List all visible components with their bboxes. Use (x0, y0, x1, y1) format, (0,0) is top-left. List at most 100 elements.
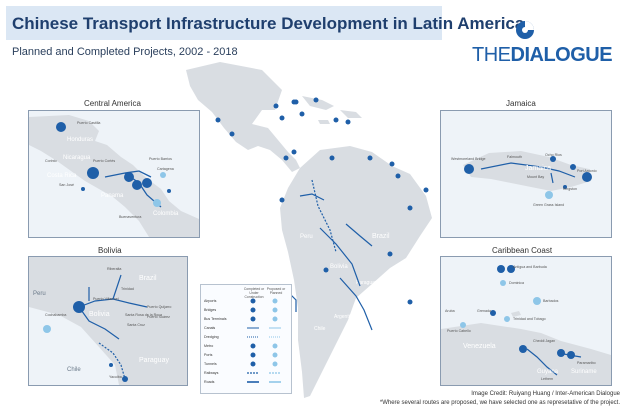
label-santa-cruz: Santa Cruz (127, 323, 145, 327)
planned-port-icon[interactable] (460, 322, 466, 328)
port-icon[interactable] (464, 164, 474, 174)
marker-port-icon[interactable] (291, 99, 297, 105)
label-antigua: Antigua and Barbuda (513, 265, 547, 269)
marker-port-icon[interactable] (279, 115, 285, 121)
legend-row-airports: Airports (204, 299, 217, 303)
port-icon[interactable] (56, 122, 66, 132)
label-brazil: Brazil (372, 233, 390, 240)
label-falmouth: Falmouth (507, 155, 522, 159)
marker-airport-icon[interactable] (229, 131, 235, 137)
label-barbados: Barbados (543, 299, 559, 303)
planned-bridge-icon[interactable] (160, 172, 166, 178)
inset-title-jamaica: Jamaica (506, 99, 536, 108)
port-icon[interactable] (567, 351, 575, 359)
legend-row-roads: Roads (204, 380, 215, 384)
label-paraguay: Paraguay (139, 357, 169, 364)
port-icon[interactable] (124, 172, 134, 182)
label-grenada: Grenada (477, 309, 491, 313)
label-paraguay: Paraguay (356, 280, 378, 286)
marker-port-icon[interactable] (299, 111, 305, 117)
airport-icon[interactable] (73, 301, 85, 313)
label-uruguay: Uruguay (372, 300, 391, 306)
port-icon[interactable] (497, 265, 505, 273)
label-trinidad: Trinidad (121, 287, 134, 291)
port-icon[interactable] (557, 349, 565, 357)
legend-row-canals: Canals (204, 326, 216, 330)
label-puerto-barrios: Puerto Barrios (149, 157, 172, 161)
label-chile: Chile (67, 367, 81, 373)
planned-port-icon[interactable] (43, 325, 51, 333)
label-brazil: Brazil (139, 275, 157, 282)
page-subtitle: Planned and Completed Projects, 2002 - 2… (12, 46, 238, 58)
planned-port-icon[interactable] (533, 297, 541, 305)
port-icon[interactable] (582, 172, 592, 182)
label-lethem: Lethem (541, 377, 553, 381)
label-jamaica: Jamaica (525, 165, 552, 172)
marker-port-icon[interactable] (273, 103, 279, 109)
label-green-grass-island: Green Grass Island (533, 203, 565, 207)
label-aruba: Aruba (445, 309, 455, 313)
label-mount-bay: Mount Bay (527, 175, 545, 179)
label-peru: Peru (33, 291, 46, 297)
marker-port-icon[interactable] (333, 117, 339, 123)
label-puerto-quijarro: Puerto Quijarro (147, 305, 172, 309)
marker-port-icon[interactable] (291, 149, 297, 155)
port-icon[interactable] (507, 265, 515, 273)
bridge-icon[interactable] (550, 156, 556, 162)
marker-port-icon[interactable] (313, 97, 319, 103)
legend-row-dredging: Dredging (204, 335, 219, 339)
marker-port-icon[interactable] (323, 267, 329, 273)
label-peru: Peru (300, 234, 313, 240)
label-paramaribo: Paramaribo (577, 361, 596, 365)
marker-port-icon[interactable] (329, 155, 335, 161)
marker-port-icon[interactable] (407, 205, 413, 211)
port-icon[interactable] (519, 345, 527, 353)
bridge-icon[interactable] (570, 164, 576, 170)
page-title: Chinese Transport Infrastructure Develop… (12, 14, 525, 33)
map-legend: Completed or Under Construction Proposed… (200, 284, 292, 394)
port-icon[interactable] (142, 178, 152, 188)
port-icon[interactable] (132, 180, 142, 190)
label-puerto-cortes: Puerto Cortés (93, 159, 116, 163)
footnote: *Where several routes are proposed, we h… (379, 400, 620, 406)
marker-port-icon[interactable] (423, 187, 429, 193)
label-colombia: Colombia (153, 211, 179, 217)
label-yacuiba: Yacuiba (109, 375, 122, 379)
label-santa-rosa: Santa Rosa de la Roca (125, 313, 162, 317)
legend-row-railways: Railways (204, 371, 219, 375)
label-ocho-rios: Ocho Rios (545, 153, 562, 157)
marker-airport-icon[interactable] (215, 117, 221, 123)
marker-port-icon[interactable] (283, 155, 289, 161)
marker-port-icon[interactable] (367, 155, 373, 161)
inset-bolivia: Peru Brazil Bolivia Paraguay Chile Riber… (28, 256, 188, 386)
label-westmoreland-bridge: Westmoreland Bridge (451, 157, 486, 161)
inset-jamaica: Jamaica Westmoreland Bridge Ocho Rios Po… (440, 110, 612, 238)
planned-port-icon[interactable] (504, 316, 510, 322)
planned-port-icon[interactable] (500, 280, 506, 286)
bus-terminal-icon[interactable] (87, 167, 99, 179)
label-san-jose: San José (59, 183, 74, 187)
label-chile: Chile (314, 326, 326, 332)
airport-icon[interactable] (490, 310, 496, 316)
label-cheddi-jagan: Cheddi Jagan (533, 339, 556, 343)
planned-port-icon[interactable] (545, 191, 553, 199)
label-nicaragua: Nicaragua (63, 155, 91, 161)
label-puerto-villarroel: Puerto Villarroel (93, 297, 119, 301)
image-credit: Image Credit: Ruiyang Huang / Inter-Amer… (471, 391, 620, 397)
marker-port-icon[interactable] (407, 299, 413, 305)
label-trinidad-and-tobago: Trinidad and Tobago (513, 317, 546, 321)
planned-port-icon[interactable] (153, 199, 161, 207)
label-costa-rica: Costa Rica (47, 173, 77, 179)
label-argentina: Argentina (334, 314, 356, 320)
label-honduras: Honduras (67, 137, 94, 143)
label-venezuela: Venezuela (463, 343, 496, 350)
marker-port-icon[interactable] (395, 173, 401, 179)
marker-bridge-icon[interactable] (279, 197, 285, 203)
marker-port-icon[interactable] (389, 161, 395, 167)
label-corinto: Corinto (45, 159, 57, 163)
marker-bridge-icon[interactable] (387, 251, 393, 257)
legend-row-bridges: Bridges (204, 308, 217, 312)
legend-row-tunnels: Tunnels (204, 362, 217, 366)
marker-port-icon[interactable] (345, 119, 351, 125)
